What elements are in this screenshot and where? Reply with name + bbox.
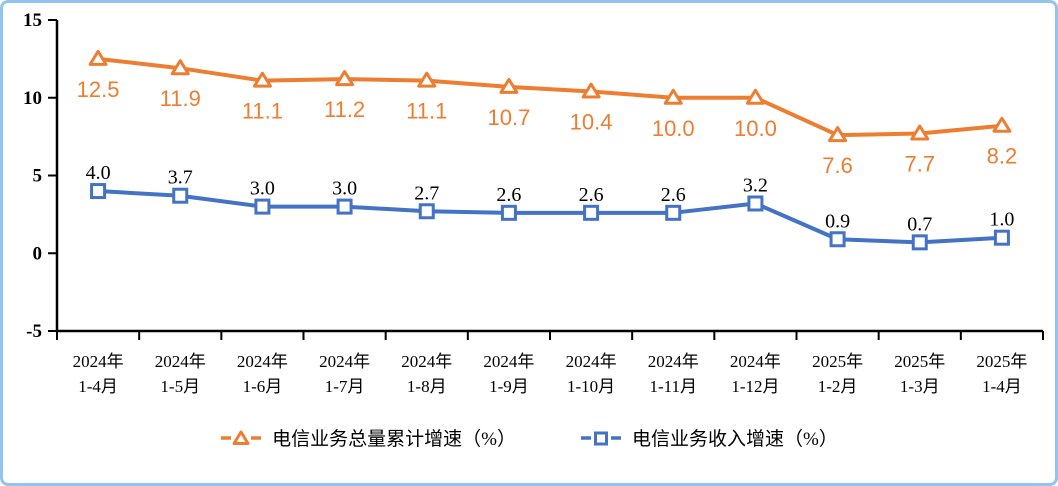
data-point-label: 1.0 — [989, 209, 1014, 231]
legend-label-revenue-growth: 电信业务收入增速（%） — [632, 429, 838, 450]
x-category-label: 1-6月 — [243, 377, 283, 396]
data-point-marker — [88, 49, 108, 66]
data-point-marker — [583, 204, 600, 221]
data-point-label: 3.2 — [743, 174, 768, 196]
y-tick-label: 5 — [33, 166, 43, 187]
x-category-label: 2024年 — [483, 352, 534, 371]
data-point-label: 11.9 — [160, 86, 201, 111]
data-point-marker — [254, 198, 271, 215]
data-point-label: 11.2 — [324, 97, 365, 122]
series-line-0 — [96, 56, 1004, 138]
data-point-label: 4.0 — [86, 162, 111, 184]
square-marker-icon — [581, 431, 621, 445]
y-tick-label: 15 — [23, 10, 42, 31]
y-tick-label: 10 — [23, 88, 42, 109]
data-point-label: 11.1 — [242, 99, 283, 124]
data-point-marker — [992, 116, 1012, 133]
data-point-label: 2.7 — [414, 182, 439, 204]
x-category-label: 2025年 — [894, 352, 945, 371]
x-category-label: 2024年 — [237, 352, 288, 371]
x-category-label: 1-3月 — [900, 377, 940, 396]
data-point-label: 0.9 — [825, 210, 850, 232]
data-point-marker — [90, 183, 107, 200]
data-point-label: 10.4 — [570, 110, 613, 135]
data-point-marker — [500, 204, 517, 221]
data-point-marker — [665, 204, 682, 221]
data-point-label: 10.7 — [488, 105, 531, 130]
data-point-marker — [747, 195, 764, 212]
data-point-marker — [581, 82, 601, 99]
line-chart-plot: 15 10 5 0 -5 2024年 1-4月 2024年 1-5月 2024年 1-6月 2024年… — [23, 10, 1044, 396]
data-point-label: 3.0 — [250, 178, 275, 200]
data-point-label: 8.2 — [987, 144, 1018, 169]
x-category-label: 1-5月 — [160, 377, 200, 396]
x-category-label: 2025年 — [812, 352, 863, 371]
data-point-marker — [993, 229, 1010, 246]
chart-legend: 电信业务总量累计增速（%） 电信业务收入增速（%） — [3, 424, 1055, 451]
data-point-marker — [336, 198, 353, 215]
legend-label-total-volume-growth: 电信业务总量累计增速（%） — [272, 429, 516, 450]
x-category-label: 1-12月 — [731, 377, 779, 396]
x-category-label: 1-10月 — [567, 377, 615, 396]
legend-item-total-volume-growth: 电信业务总量累计增速（%） — [220, 424, 516, 451]
x-category-label: 2025年 — [976, 352, 1027, 371]
data-point-marker — [418, 203, 435, 220]
data-point-marker — [745, 88, 765, 105]
data-point-label: 11.1 — [406, 99, 447, 124]
data-point-label: 0.7 — [907, 213, 932, 235]
data-point-marker — [172, 187, 189, 204]
data-point-marker — [910, 124, 930, 141]
x-category-label: 2024年 — [648, 352, 699, 371]
x-category-label: 2024年 — [319, 352, 370, 371]
x-category-label: 1-4月 — [982, 377, 1022, 396]
data-point-label: 2.6 — [496, 184, 521, 206]
x-category-label: 2024年 — [730, 352, 781, 371]
data-point-marker — [417, 71, 437, 88]
y-tick-label: -5 — [26, 321, 42, 342]
data-point-marker — [252, 71, 272, 88]
x-category-label: 2024年 — [566, 352, 617, 371]
series-line-1 — [96, 189, 1004, 245]
x-category-label: 2024年 — [73, 352, 124, 371]
data-point-marker — [828, 126, 848, 143]
x-category-label: 2024年 — [401, 352, 452, 371]
data-point-label: 2.6 — [579, 184, 604, 206]
data-point-label: 10.0 — [652, 116, 695, 141]
data-point-marker — [829, 231, 846, 248]
x-category-label: 1-7月 — [325, 377, 365, 396]
data-point-marker — [911, 234, 928, 251]
data-point-marker — [663, 88, 683, 105]
data-point-label: 3.7 — [168, 167, 193, 189]
legend-item-revenue-growth: 电信业务收入增速（%） — [580, 424, 838, 451]
data-point-label: 7.7 — [904, 152, 935, 177]
data-point-label: 7.6 — [822, 153, 853, 178]
y-tick-label: 0 — [33, 243, 43, 264]
x-category-label: 1-2月 — [818, 377, 858, 396]
x-category-label: 1-8月 — [407, 377, 447, 396]
triangle-marker-icon — [221, 430, 262, 445]
x-category-label: 2024年 — [155, 352, 206, 371]
data-point-marker — [335, 70, 355, 87]
x-category-label: 1-4月 — [78, 377, 118, 396]
x-category-label: 1-11月 — [649, 377, 697, 396]
data-point-label: 12.5 — [77, 77, 120, 102]
data-point-label: 3.0 — [332, 178, 357, 200]
data-point-marker — [499, 77, 519, 94]
x-category-label: 1-9月 — [489, 377, 529, 396]
data-point-marker — [170, 59, 190, 76]
data-point-label: 10.0 — [734, 116, 777, 141]
data-point-label: 2.6 — [661, 184, 686, 206]
